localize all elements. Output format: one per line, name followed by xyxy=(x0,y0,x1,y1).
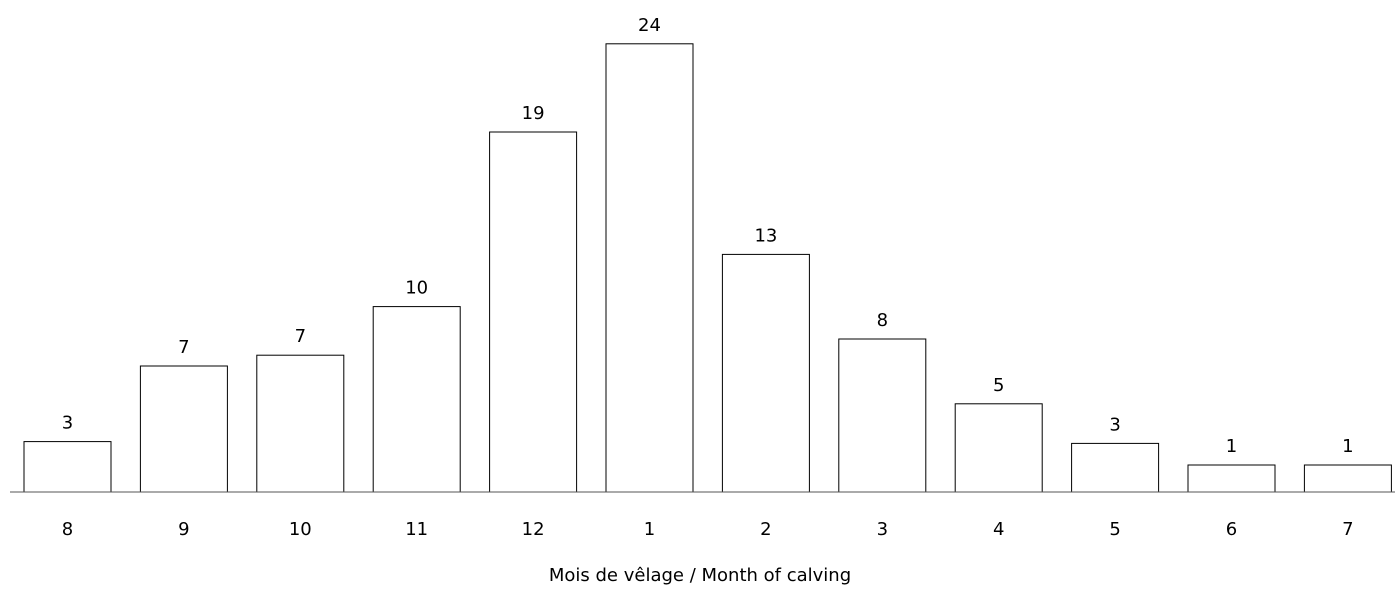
value-label-month-3: 8 xyxy=(877,310,888,331)
value-labels-group: 3 7 7 10 19 24 13 8 5 3 1 1 xyxy=(62,15,1354,457)
bar-month-2 xyxy=(721,253,810,493)
value-label-month-12: 19 xyxy=(522,103,545,124)
value-label-month-1: 24 xyxy=(638,15,661,36)
value-label-month-6: 1 xyxy=(1226,436,1237,457)
bars-group xyxy=(23,43,1392,493)
category-label-month-8: 8 xyxy=(62,519,73,540)
value-label-month-10: 7 xyxy=(295,326,306,347)
value-label-month-2: 13 xyxy=(754,225,777,246)
category-label-month-6: 6 xyxy=(1226,519,1237,540)
category-label-month-1: 1 xyxy=(644,519,655,540)
bar-month-3 xyxy=(838,338,927,493)
category-label-month-9: 9 xyxy=(178,519,189,540)
bar-month-1 xyxy=(605,43,694,493)
value-label-month-9: 7 xyxy=(178,337,189,358)
bar-month-6 xyxy=(1187,464,1276,493)
bar-month-8 xyxy=(23,441,112,493)
value-label-month-8: 3 xyxy=(62,413,73,434)
x-axis-title: Mois de vêlage / Month of calving xyxy=(549,565,851,586)
category-labels-group: 8 9 10 11 12 1 2 3 4 5 6 7 xyxy=(62,519,1354,540)
category-label-month-10: 10 xyxy=(289,519,312,540)
bar-month-4 xyxy=(954,403,1043,493)
category-label-month-11: 11 xyxy=(405,519,428,540)
category-label-month-5: 5 xyxy=(1109,519,1120,540)
category-label-month-12: 12 xyxy=(522,519,545,540)
category-label-month-2: 2 xyxy=(760,519,771,540)
bar-month-7 xyxy=(1303,464,1392,493)
value-label-month-7: 1 xyxy=(1342,436,1353,457)
bar-month-5 xyxy=(1071,442,1160,493)
value-label-month-4: 5 xyxy=(993,375,1004,396)
bar-month-10 xyxy=(256,354,345,493)
value-label-month-11: 10 xyxy=(405,278,428,299)
bar-month-11 xyxy=(372,306,461,493)
category-label-month-7: 7 xyxy=(1342,519,1353,540)
category-label-month-3: 3 xyxy=(877,519,888,540)
value-label-month-5: 3 xyxy=(1109,414,1120,435)
bar-month-12 xyxy=(489,131,578,493)
bar-month-9 xyxy=(139,365,228,493)
category-label-month-4: 4 xyxy=(993,519,1004,540)
